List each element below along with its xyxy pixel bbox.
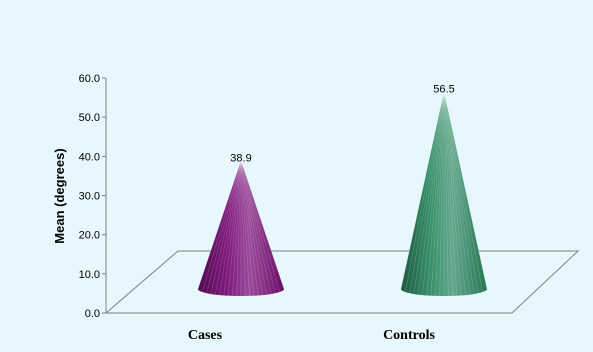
y-tick-label: 20.0 bbox=[79, 230, 100, 242]
cone-stripe bbox=[240, 160, 250, 296]
cones bbox=[197, 91, 488, 296]
cone-stripe bbox=[206, 160, 242, 294]
cone-stripe bbox=[240, 160, 268, 295]
cone-stripe bbox=[240, 160, 263, 296]
cone-stripe bbox=[202, 160, 242, 293]
floor-plane bbox=[104, 250, 580, 314]
x-tick-label: Cases bbox=[188, 328, 223, 343]
y-tick-label: 60.0 bbox=[79, 73, 100, 85]
cone-controls bbox=[400, 91, 488, 296]
x-tick-label: Controls bbox=[383, 328, 435, 343]
cone-stripe bbox=[443, 91, 453, 296]
cone-stripe bbox=[240, 160, 255, 296]
cone-stripe bbox=[443, 91, 488, 290]
cone-stripe bbox=[439, 91, 445, 296]
y-tick-label: 10.0 bbox=[79, 269, 100, 281]
cone-stripe bbox=[197, 160, 242, 290]
y-axis-title: Mean (degrees) bbox=[52, 148, 67, 243]
cone-stripe bbox=[219, 160, 242, 296]
data-label: 56.5 bbox=[433, 84, 454, 96]
cone-stripe bbox=[443, 91, 449, 296]
cone-stripe bbox=[240, 160, 285, 290]
cone-stripe bbox=[443, 91, 479, 294]
cone-body bbox=[198, 160, 284, 296]
data-label: 38.9 bbox=[230, 153, 251, 165]
cone-stripe bbox=[227, 160, 242, 296]
cone-stripe bbox=[400, 91, 445, 290]
cone-stripe bbox=[240, 160, 272, 295]
cone-stripe bbox=[443, 91, 462, 296]
cone-stripe bbox=[430, 91, 445, 296]
cone-stripe bbox=[417, 91, 445, 295]
cone-stripe bbox=[409, 91, 445, 294]
y-tick-label: 40.0 bbox=[79, 151, 100, 163]
cone-stripe bbox=[413, 91, 445, 295]
cone-stripe bbox=[443, 91, 458, 296]
y-tick-label: 0.0 bbox=[85, 308, 100, 320]
x-tick-labels: Cases Controls bbox=[188, 328, 436, 343]
cone-stripe bbox=[240, 160, 280, 293]
cone-stripe bbox=[405, 91, 445, 293]
cone-stripe bbox=[240, 160, 246, 296]
cone-stripe bbox=[435, 91, 445, 296]
cone-stripe bbox=[210, 160, 242, 295]
cone-stripe bbox=[232, 160, 242, 296]
cone-stripe bbox=[240, 160, 276, 294]
cone-stripe bbox=[214, 160, 242, 295]
data-labels: 38.9 56.5 bbox=[230, 84, 454, 165]
cone-stripe bbox=[443, 91, 475, 295]
cone-stripe bbox=[422, 91, 445, 296]
cone-stripe bbox=[443, 91, 471, 295]
y-ticks: 0.0 10.0 20.0 30.0 40.0 50.0 60.0 bbox=[79, 73, 106, 320]
cone-stripe bbox=[443, 91, 483, 293]
cone-stripe bbox=[236, 160, 242, 296]
cone-stripe bbox=[426, 91, 445, 296]
y-tick-label: 50.0 bbox=[79, 112, 100, 124]
y-tick-label: 30.0 bbox=[79, 191, 100, 203]
cone-cases bbox=[197, 160, 285, 296]
cone-stripe bbox=[443, 91, 466, 296]
cone-body bbox=[401, 91, 487, 296]
cone-stripe bbox=[240, 160, 259, 296]
cone-stripe bbox=[223, 160, 242, 296]
